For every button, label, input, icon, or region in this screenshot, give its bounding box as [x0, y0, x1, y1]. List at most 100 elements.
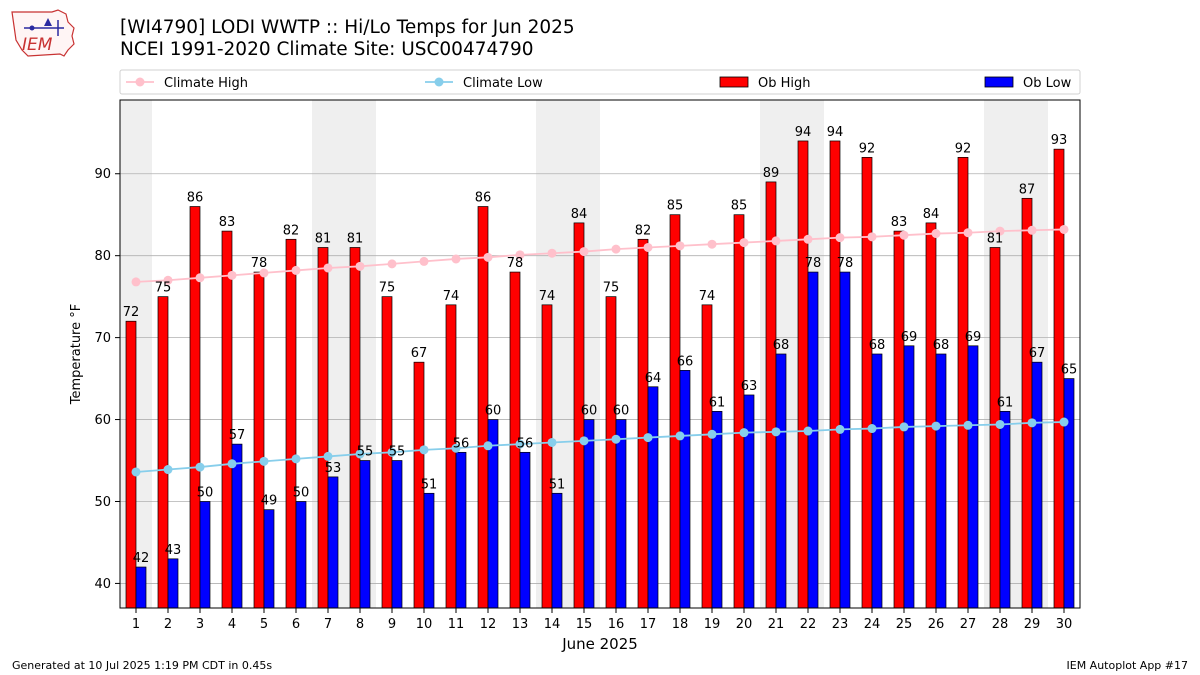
ob-low-value-label-20: 63	[741, 379, 758, 394]
x-tick-label-16: 16	[608, 617, 625, 632]
ob-low-value-label-14: 51	[549, 477, 566, 492]
ob-low-bar-8	[359, 460, 371, 609]
ob-low-bar-25	[903, 345, 915, 609]
ob-high-value-label-2: 75	[155, 281, 172, 296]
climate-low-point-3	[195, 462, 205, 472]
climate-high-point-16	[611, 244, 621, 254]
ob-high-value-label-8: 81	[347, 231, 364, 246]
ob-low-value-label-25: 69	[901, 330, 918, 345]
ob-high-bar-16	[605, 296, 617, 609]
legend-ob-high: Ob High	[719, 76, 811, 91]
ob-high-bar-6	[285, 238, 297, 609]
ob-high-value-label-20: 85	[731, 199, 748, 214]
y-tick-label-60: 60	[94, 413, 111, 428]
climate-lines	[131, 224, 1069, 477]
ob-low-value-label-13: 56	[517, 436, 534, 451]
legend: Climate High Climate Low Ob High Ob Low	[119, 69, 1081, 95]
x-tick-label-9: 9	[388, 617, 396, 632]
ob-high-bar-4	[221, 230, 233, 609]
ob-high-value-label-19: 74	[699, 289, 716, 304]
climate-high-point-5	[259, 268, 269, 278]
ob-low-value-label-1: 42	[133, 551, 150, 566]
climate-high-point-8	[355, 261, 365, 271]
ob-low-value-label-4: 57	[229, 428, 246, 443]
x-tick-label-20: 20	[736, 617, 753, 632]
ob-low-bar-14	[551, 492, 563, 609]
ob-high-bar-8	[349, 247, 361, 609]
ob-high-value-label-18: 85	[667, 199, 684, 214]
ob-high-value-label-27: 92	[955, 141, 972, 156]
climate-low-point-1	[131, 467, 141, 477]
ob-high-value-label-5: 78	[251, 256, 268, 271]
climate-high-point-28	[995, 226, 1005, 236]
ob-low-bar-30	[1063, 378, 1075, 609]
climate-high-point-7	[323, 263, 333, 273]
ob-low-bar-16	[615, 419, 627, 609]
ob-high-bar-21	[765, 181, 777, 609]
ob-low-bar-21	[775, 353, 787, 609]
ob-high-bar-14	[541, 304, 553, 609]
ob-low-bar-17	[647, 386, 659, 609]
x-tick-label-29: 29	[1024, 617, 1041, 632]
legend-ob-low: Ob Low	[984, 76, 1072, 91]
ob-low-value-label-16: 60	[613, 404, 630, 419]
climate-low-point-15	[579, 436, 589, 446]
ob-low-value-label-23: 78	[837, 256, 854, 271]
ob-high-value-label-13: 78	[507, 256, 524, 271]
climate-high-point-29	[1027, 225, 1037, 235]
ob-high-value-label-30: 93	[1051, 133, 1068, 148]
y-tick-label-40: 40	[94, 577, 111, 592]
climate-low-point-17	[643, 433, 653, 443]
app-credit: IEM Autoplot App #17	[1066, 659, 1189, 672]
ob-high-bar-30	[1053, 148, 1065, 609]
ob-low-value-label-12: 60	[485, 404, 502, 419]
x-tick-label-2: 2	[164, 617, 172, 632]
climate-high-point-27	[963, 228, 973, 238]
x-tick-label-28: 28	[992, 617, 1009, 632]
ob-high-value-label-1: 72	[123, 305, 140, 320]
climate-high-point-12	[483, 252, 493, 262]
ob-high-value-label-9: 75	[379, 281, 396, 296]
ob-high-bar-18	[669, 214, 681, 609]
climate-low-point-10	[419, 445, 429, 455]
ob-low-value-label-29: 67	[1029, 346, 1046, 361]
x-tick-label-5: 5	[260, 617, 268, 632]
x-tick-label-7: 7	[324, 617, 332, 632]
ob-low-value-label-26: 68	[933, 338, 950, 353]
ob-low-value-label-28: 61	[997, 395, 1014, 410]
climate-high-point-15	[579, 247, 589, 257]
ob-low-bar-23	[839, 271, 851, 609]
climate-high-point-25	[899, 230, 909, 240]
ob-high-bar-23	[829, 140, 841, 609]
ob-low-bar-19	[711, 411, 723, 609]
chart-subtitle: NCEI 1991-2020 Climate Site: USC00474790	[120, 39, 534, 60]
ob-high-bar-22	[797, 140, 809, 609]
generated-timestamp: Generated at 10 Jul 2025 1:19 PM CDT in …	[12, 659, 273, 672]
x-tick-label-24: 24	[864, 617, 881, 632]
ob-high-value-label-3: 86	[187, 191, 204, 206]
climate-low-point-21	[771, 427, 781, 437]
ob-high-bar-29	[1021, 197, 1033, 609]
ob-high-value-label-11: 74	[443, 289, 460, 304]
y-tick-label-50: 50	[94, 495, 111, 510]
ob-low-bar-3	[199, 501, 211, 609]
ob-high-bar-25	[893, 230, 905, 609]
legend-climate-high-label: Climate High	[164, 76, 248, 91]
ob-high-value-label-29: 87	[1019, 182, 1036, 197]
ob-high-value-label-6: 82	[283, 223, 300, 238]
ob-low-value-label-24: 68	[869, 338, 886, 353]
climate-low-point-5	[259, 456, 269, 466]
climate-high-point-30	[1059, 224, 1069, 234]
climate-low-point-14	[547, 437, 557, 447]
ob-high-value-label-4: 83	[219, 215, 236, 230]
x-tick-label-22: 22	[800, 617, 817, 632]
ob-high-value-label-16: 75	[603, 281, 620, 296]
legend-ob-low-label: Ob Low	[1023, 76, 1072, 91]
ob-low-bar-2	[167, 558, 179, 609]
ob-high-value-label-25: 83	[891, 215, 908, 230]
climate-low-point-6	[291, 454, 301, 464]
climate-low-point-30	[1059, 417, 1069, 427]
climate-low-point-28	[995, 419, 1005, 429]
ob-low-value-label-22: 78	[805, 256, 822, 271]
ob-low-bar-9	[391, 460, 403, 609]
